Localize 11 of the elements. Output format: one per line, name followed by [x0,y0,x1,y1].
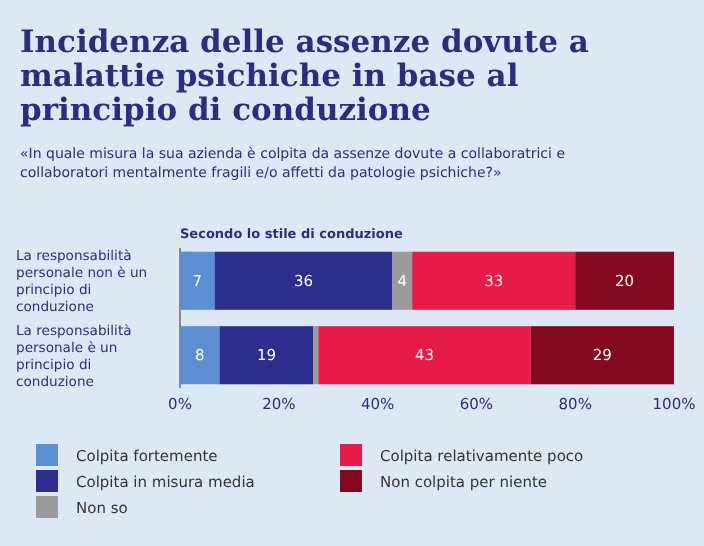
bar [313,326,319,385]
chart-title: Incidenza delle assenze dovute a malattie psichiche in base al principio di conduzione [20,22,589,128]
bar [392,251,413,310]
bar [412,251,576,310]
bar [575,251,674,310]
bar [530,326,674,385]
bar [180,326,220,385]
bar [219,326,314,385]
bar [318,326,531,385]
bar [180,251,215,310]
bar [214,251,393,310]
